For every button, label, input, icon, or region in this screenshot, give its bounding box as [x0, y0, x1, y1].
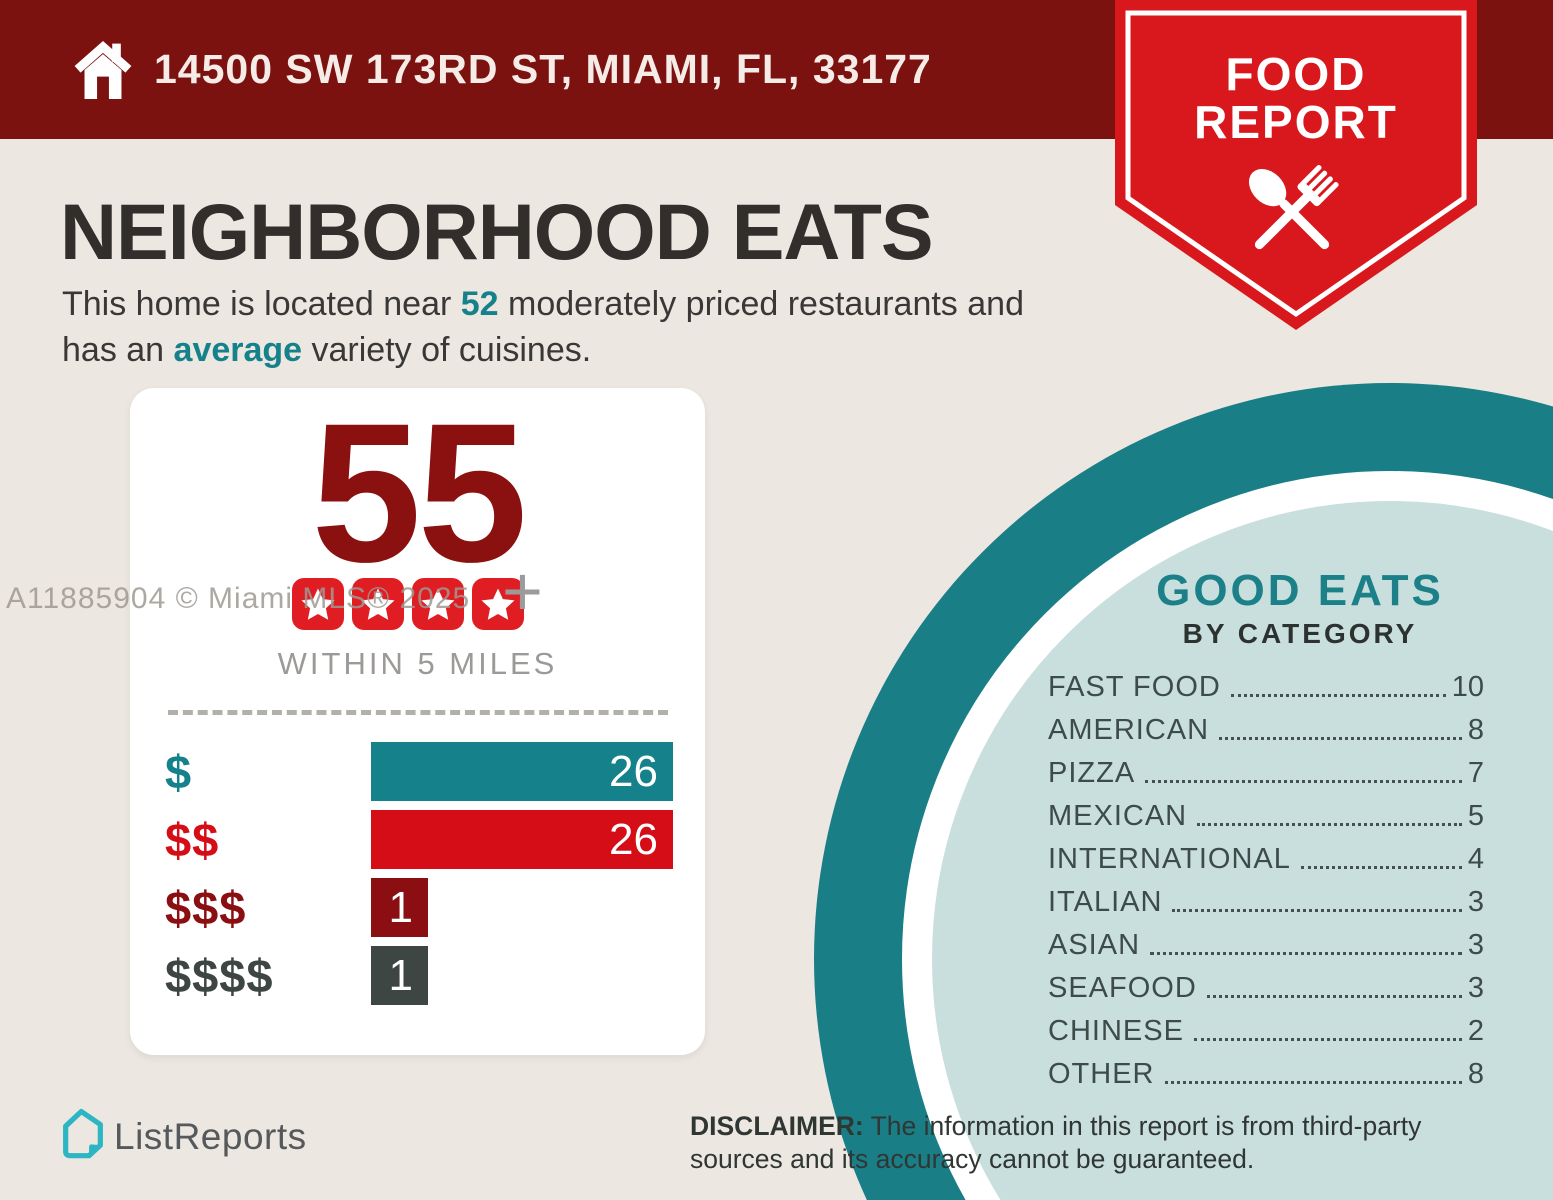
badge-inner-border: [1125, 10, 1467, 318]
price-bar-row: $$ 26: [165, 810, 705, 869]
category-dot-leader: [1219, 737, 1462, 740]
restaurant-count-highlight: 52: [460, 285, 499, 323]
category-value: 7: [1467, 757, 1484, 789]
category-dot-leader: [1197, 823, 1462, 826]
listreports-brand: ListReports: [114, 1116, 307, 1157]
price-bar-row: $$$ 1: [165, 878, 705, 937]
category-row: INTERNATIONAL 4: [1048, 843, 1484, 876]
category-dot-leader: [1150, 952, 1462, 955]
category-label: SEAFOOD: [1048, 972, 1197, 1004]
star-icon: [472, 578, 524, 630]
good-eats-subtitle: BY CATEGORY: [1182, 618, 1418, 649]
price-bar-row: $ 26: [165, 742, 705, 801]
price-bar-value: 1: [388, 950, 413, 1000]
cuisine-variety-highlight: average: [173, 331, 303, 369]
category-dot-leader: [1172, 909, 1462, 912]
subtitle-text-1: This home is located near: [62, 285, 461, 323]
category-label: CHINESE: [1048, 1015, 1184, 1047]
category-value: 3: [1467, 929, 1484, 961]
price-bar-value: 26: [609, 814, 658, 864]
subtitle-text-3: has an: [62, 331, 174, 369]
utensils-icon: [1248, 164, 1339, 250]
price-bar: 1: [371, 946, 428, 1005]
category-row: SEAFOOD 3: [1048, 972, 1484, 1005]
plus-icon: +: [502, 552, 543, 630]
price-tier-label: $$$$: [165, 949, 274, 1002]
page-title: NEIGHBORHOOD EATS: [60, 187, 934, 276]
disclaimer-label: DISCLAIMER:: [690, 1111, 864, 1141]
category-dot-leader: [1300, 866, 1462, 869]
listreports-logo-icon: [63, 1108, 103, 1159]
category-label: PIZZA: [1048, 757, 1136, 789]
category-value: 3: [1467, 972, 1484, 1004]
category-row: FAST FOOD 10: [1048, 671, 1484, 704]
mls-watermark: A11885904 © Miami MLS® 2025: [6, 582, 471, 615]
category-dot-leader: [1206, 995, 1462, 998]
subtitle-text-2: moderately priced restaurants and: [498, 285, 1024, 323]
price-bar: 26: [371, 742, 673, 801]
category-row: MEXICAN 5: [1048, 800, 1484, 833]
category-label: ASIAN: [1048, 929, 1141, 961]
category-row: AMERICAN 8: [1048, 714, 1484, 747]
price-bar-row: $$$$ 1: [165, 946, 705, 1005]
category-row: OTHER 8: [1048, 1058, 1484, 1091]
good-eats-title: GOOD EATS: [1156, 566, 1444, 615]
category-dot-leader: [1193, 1038, 1462, 1041]
category-label: INTERNATIONAL: [1048, 843, 1291, 875]
category-row: ITALIAN 3: [1048, 886, 1484, 919]
category-value: 3: [1467, 886, 1484, 918]
category-dot-leader: [1230, 694, 1446, 697]
disclaimer-text: The information in this report is from t…: [690, 1111, 1422, 1174]
restaurant-count: 55: [311, 382, 527, 603]
category-value: 4: [1467, 843, 1484, 875]
star-icon: [352, 578, 404, 630]
category-label: AMERICAN: [1048, 714, 1210, 746]
price-bar: 26: [371, 810, 673, 869]
category-list: FAST FOOD 10 AMERICAN 8 PIZZA 7 MEXICAN …: [1048, 671, 1484, 1102]
category-value: 10: [1451, 671, 1484, 703]
category-label: FAST FOOD: [1048, 671, 1221, 703]
category-label: OTHER: [1048, 1058, 1155, 1090]
badge-title-line1: FOOD: [1226, 48, 1367, 100]
address-text: 14500 SW 173RD ST, MIAMI, FL, 33177: [154, 46, 932, 92]
category-value: 5: [1467, 800, 1484, 832]
badge-ribbon-shape: [1115, 0, 1477, 330]
disclaimer: DISCLAIMER: The information in this repo…: [690, 1110, 1502, 1176]
price-tier-label: $: [165, 745, 193, 798]
category-value: 2: [1467, 1015, 1484, 1047]
badge-title-line2: REPORT: [1194, 96, 1398, 148]
price-bars: $ 26 $$ 26 $$$ 1: [165, 742, 705, 1005]
price-bar-value: 26: [609, 746, 658, 796]
price-tier-label: $$$: [165, 881, 247, 934]
food-report-badge: FOOD REPORT: [1115, 0, 1477, 330]
category-row: PIZZA 7: [1048, 757, 1484, 790]
price-bar: 1: [371, 878, 428, 937]
star-icon: [292, 578, 344, 630]
category-dot-leader: [1164, 1081, 1462, 1084]
within-label: WITHIN 5 MILES: [277, 646, 558, 681]
price-bar-value: 1: [388, 882, 413, 932]
subtitle-text-4: variety of cuisines.: [302, 331, 592, 369]
price-tier-label: $$: [165, 813, 220, 866]
star-icon: [412, 578, 464, 630]
stat-card: 55: [130, 388, 705, 1055]
category-dot-leader: [1145, 780, 1462, 783]
star-row: [292, 578, 524, 630]
home-icon: [74, 40, 132, 100]
category-label: ITALIAN: [1048, 886, 1163, 918]
category-row: CHINESE 2: [1048, 1015, 1484, 1048]
subtitle: This home is located near 52 moderately …: [62, 281, 1122, 373]
category-value: 8: [1467, 1058, 1484, 1090]
category-label: MEXICAN: [1048, 800, 1188, 832]
category-value: 8: [1467, 714, 1484, 746]
dashed-divider: [168, 710, 668, 715]
category-row: ASIAN 3: [1048, 929, 1484, 962]
